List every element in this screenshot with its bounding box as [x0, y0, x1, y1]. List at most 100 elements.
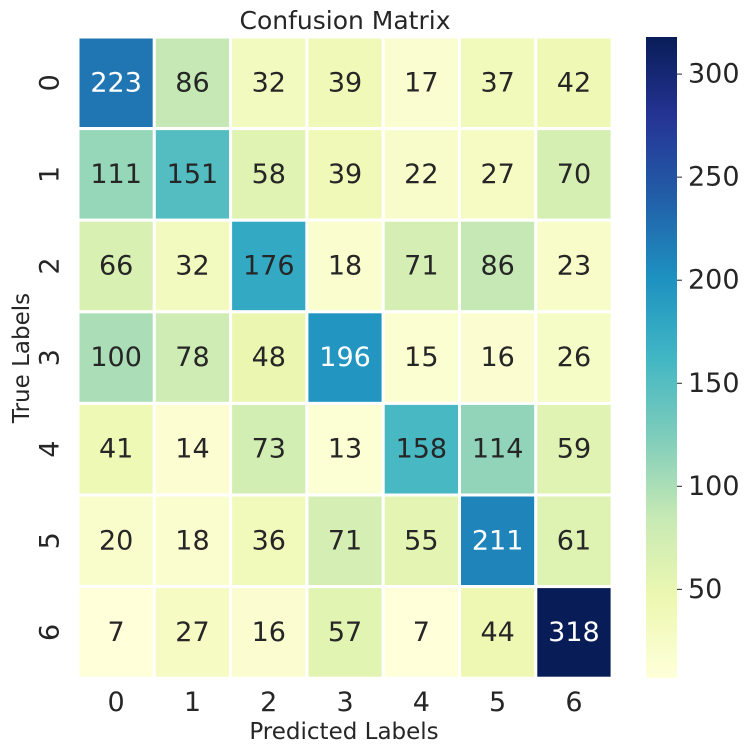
- cell-value-label: 158: [396, 434, 448, 465]
- y-tick-label: 2: [35, 257, 66, 274]
- heatmap-cell: [152, 493, 233, 589]
- cell-value-label: 27: [175, 617, 209, 648]
- cell-value-label: 55: [404, 525, 438, 556]
- cell-value-label: 14: [175, 434, 209, 465]
- cell-value-label: 16: [252, 617, 286, 648]
- cell-value-label: 70: [557, 159, 591, 190]
- cell-value-label: 20: [99, 525, 133, 556]
- cell-value-label: 7: [413, 617, 430, 648]
- colorbar-tick-label: 150: [688, 368, 740, 399]
- cell-value-label: 57: [328, 617, 362, 648]
- heatmap-cell: [458, 585, 538, 680]
- colorbar-ticks: 50 100 150 200 250 300: [677, 59, 740, 605]
- heatmap-cell: [229, 127, 309, 222]
- y-axis-label: True Labels: [9, 293, 35, 424]
- cell-value-label: 114: [472, 434, 524, 465]
- x-tick-label: 0: [108, 687, 125, 718]
- heatmap-cell: [381, 127, 462, 222]
- y-axis-ticks: 0 1 2 3 4 5 6: [35, 74, 66, 641]
- cell-value-label: 17: [404, 67, 438, 98]
- cell-value-label: 86: [175, 67, 209, 98]
- cell-value-label: 176: [243, 251, 295, 282]
- y-tick-label: 0: [35, 74, 66, 91]
- cell-value-label: 78: [175, 342, 209, 373]
- cell-value-label: 58: [252, 159, 286, 190]
- cell-value-label: 44: [480, 617, 514, 648]
- heatmap-cell: [305, 585, 385, 680]
- heatmap-cell: [534, 493, 614, 589]
- cell-value-label: 7: [108, 617, 125, 648]
- cell-value-label: 23: [557, 251, 591, 282]
- x-tick-label: 5: [489, 687, 506, 718]
- cell-value-label: 39: [328, 159, 362, 190]
- cell-value-label: 18: [328, 251, 362, 282]
- heatmap-cell: [76, 401, 156, 497]
- cell-value-label: 100: [90, 342, 142, 373]
- cell-value-label: 22: [404, 159, 438, 190]
- colorbar-tick-label: 100: [688, 471, 740, 502]
- heatmap-cell: [458, 35, 538, 131]
- x-tick-label: 2: [260, 687, 277, 718]
- heatmap-cell: [76, 35, 156, 131]
- cell-value-label: 42: [557, 67, 591, 98]
- colorbar-tick-label: 50: [688, 574, 722, 605]
- cell-value-label: 59: [557, 434, 591, 465]
- cell-value-label: 151: [167, 159, 219, 190]
- cell-value-label: 73: [252, 434, 286, 465]
- heatmap-cell: [534, 585, 614, 680]
- heatmap-cell: [76, 127, 156, 222]
- heatmap-cell: [76, 493, 156, 589]
- heatmap-cell: [534, 218, 614, 314]
- cell-value-label: 71: [328, 525, 362, 556]
- heatmap-cell: [229, 401, 309, 497]
- cell-value-label: 196: [319, 342, 371, 373]
- cell-value-label: 66: [99, 251, 133, 282]
- cell-value-label: 39: [328, 67, 362, 98]
- colorbar-tick-label: 250: [688, 162, 740, 193]
- cell-value-label: 223: [90, 67, 142, 98]
- heatmap-cell: [381, 218, 462, 314]
- cell-value-label: 41: [99, 434, 133, 465]
- heatmap-cell: [229, 218, 309, 314]
- cell-value-label: 16: [480, 342, 514, 373]
- y-tick-label: 5: [35, 532, 66, 549]
- y-tick-label: 4: [35, 441, 66, 458]
- cell-value-label: 211: [472, 525, 524, 556]
- colorbar: [646, 37, 677, 678]
- heatmap-cell: [458, 218, 538, 314]
- cell-value-label: 318: [548, 617, 600, 648]
- y-tick-label: 6: [35, 624, 66, 641]
- heatmap-cell: [152, 310, 233, 405]
- cell-value-label: 32: [252, 67, 286, 98]
- y-tick-label: 3: [35, 349, 66, 366]
- x-tick-label: 4: [413, 687, 430, 718]
- heatmap-cell: [458, 310, 538, 405]
- x-axis-ticks: 0 1 2 3 4 5 6: [108, 687, 583, 718]
- heatmap-cell: [381, 585, 462, 680]
- cell-value-label: 26: [557, 342, 591, 373]
- heatmap-cell: [76, 310, 156, 405]
- y-tick-label: 1: [35, 166, 66, 183]
- cell-value-label: 15: [404, 342, 438, 373]
- x-axis-label: Predicted Labels: [249, 719, 438, 745]
- heatmap-cell: [229, 585, 309, 680]
- cell-value-label: 32: [175, 251, 209, 282]
- colorbar-tick-label: 300: [688, 59, 740, 90]
- cell-value-label: 37: [480, 67, 514, 98]
- chart-title: Confusion Matrix: [239, 6, 450, 35]
- cell-value-label: 111: [90, 159, 142, 190]
- cell-value-label: 36: [252, 525, 286, 556]
- x-tick-label: 6: [565, 687, 582, 718]
- heatmap-cell: [152, 218, 233, 314]
- cell-value-label: 18: [175, 525, 209, 556]
- colorbar-tick-label: 200: [688, 265, 740, 296]
- x-tick-label: 3: [336, 687, 353, 718]
- cell-value-label: 71: [404, 251, 438, 282]
- cell-value-label: 27: [480, 159, 514, 190]
- heatmap-cell: [534, 127, 614, 222]
- cell-value-label: 13: [328, 434, 362, 465]
- cell-value-label: 48: [252, 342, 286, 373]
- x-tick-label: 1: [184, 687, 201, 718]
